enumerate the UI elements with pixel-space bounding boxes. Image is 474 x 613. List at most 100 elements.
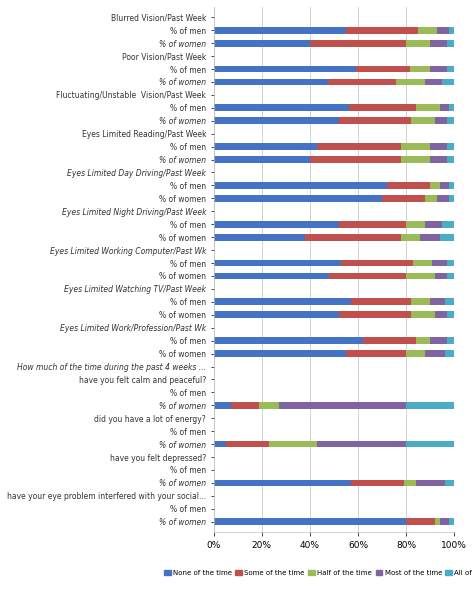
Bar <box>339 221 406 227</box>
Bar <box>430 143 447 150</box>
Bar <box>406 402 454 409</box>
Bar <box>305 234 401 240</box>
Bar <box>435 273 447 280</box>
Bar <box>214 66 356 72</box>
Bar <box>259 402 279 409</box>
Bar <box>328 78 396 85</box>
Bar <box>430 156 447 163</box>
Bar <box>413 260 432 267</box>
Bar <box>363 337 416 344</box>
Bar <box>214 182 387 189</box>
Bar <box>214 156 310 163</box>
Bar <box>214 27 346 34</box>
Bar <box>396 78 425 85</box>
Bar <box>214 299 351 305</box>
Bar <box>214 350 346 357</box>
Bar <box>329 273 406 280</box>
Bar <box>425 350 445 357</box>
Bar <box>406 221 425 227</box>
Bar <box>440 234 454 240</box>
Bar <box>230 402 259 409</box>
Bar <box>339 311 411 318</box>
Bar <box>310 156 401 163</box>
Bar <box>445 299 454 305</box>
Bar <box>339 118 411 124</box>
Bar <box>226 441 269 447</box>
Bar <box>404 479 416 486</box>
Bar <box>214 234 305 240</box>
Bar <box>214 273 329 280</box>
Bar <box>416 104 440 111</box>
Bar <box>401 143 430 150</box>
Bar <box>442 78 454 85</box>
Bar <box>269 441 317 447</box>
Bar <box>411 118 435 124</box>
Bar <box>447 143 454 150</box>
Bar <box>435 519 440 525</box>
Bar <box>279 402 406 409</box>
Bar <box>214 441 226 447</box>
Bar <box>406 40 430 47</box>
Bar <box>382 195 425 202</box>
Bar <box>440 182 449 189</box>
Bar <box>430 182 440 189</box>
Bar <box>447 40 454 47</box>
Bar <box>416 479 445 486</box>
Bar <box>447 66 454 72</box>
Bar <box>429 66 447 72</box>
Bar <box>406 519 435 525</box>
Bar <box>420 234 440 240</box>
Bar <box>401 234 420 240</box>
Bar <box>310 40 406 47</box>
Bar <box>411 311 435 318</box>
Bar <box>447 337 454 344</box>
Bar <box>214 311 339 318</box>
Bar <box>214 402 230 409</box>
Bar <box>447 118 454 124</box>
Bar <box>346 350 406 357</box>
Bar <box>435 118 447 124</box>
Bar <box>214 40 310 47</box>
Bar <box>406 350 425 357</box>
Bar <box>214 104 349 111</box>
Bar <box>214 519 406 525</box>
Legend: None of the time, Some of the time, Half of the time, Most of the time, All of t: None of the time, Some of the time, Half… <box>161 567 474 579</box>
Bar <box>447 156 454 163</box>
Bar <box>356 66 410 72</box>
Bar <box>401 156 430 163</box>
Bar <box>449 104 454 111</box>
Bar <box>425 78 442 85</box>
Bar <box>416 337 430 344</box>
Bar <box>435 311 447 318</box>
Bar <box>440 519 449 525</box>
Bar <box>387 182 430 189</box>
Bar <box>346 27 418 34</box>
Bar <box>440 104 449 111</box>
Bar <box>351 479 404 486</box>
Bar <box>425 221 442 227</box>
Bar <box>445 479 454 486</box>
Bar <box>341 260 413 267</box>
Bar <box>214 479 351 486</box>
Bar <box>442 221 454 227</box>
Bar <box>214 195 382 202</box>
Bar <box>447 311 454 318</box>
Bar <box>445 350 454 357</box>
Bar <box>214 260 341 267</box>
Bar <box>317 143 401 150</box>
Bar <box>432 260 447 267</box>
Bar <box>449 195 454 202</box>
Bar <box>411 299 430 305</box>
Bar <box>214 78 328 85</box>
Bar <box>214 118 339 124</box>
Bar <box>406 441 454 447</box>
Bar <box>406 273 435 280</box>
Bar <box>214 221 339 227</box>
Bar <box>438 27 449 34</box>
Bar <box>410 66 429 72</box>
Bar <box>449 182 454 189</box>
Bar <box>430 40 447 47</box>
Bar <box>430 299 445 305</box>
Bar <box>438 195 449 202</box>
Bar <box>349 104 416 111</box>
